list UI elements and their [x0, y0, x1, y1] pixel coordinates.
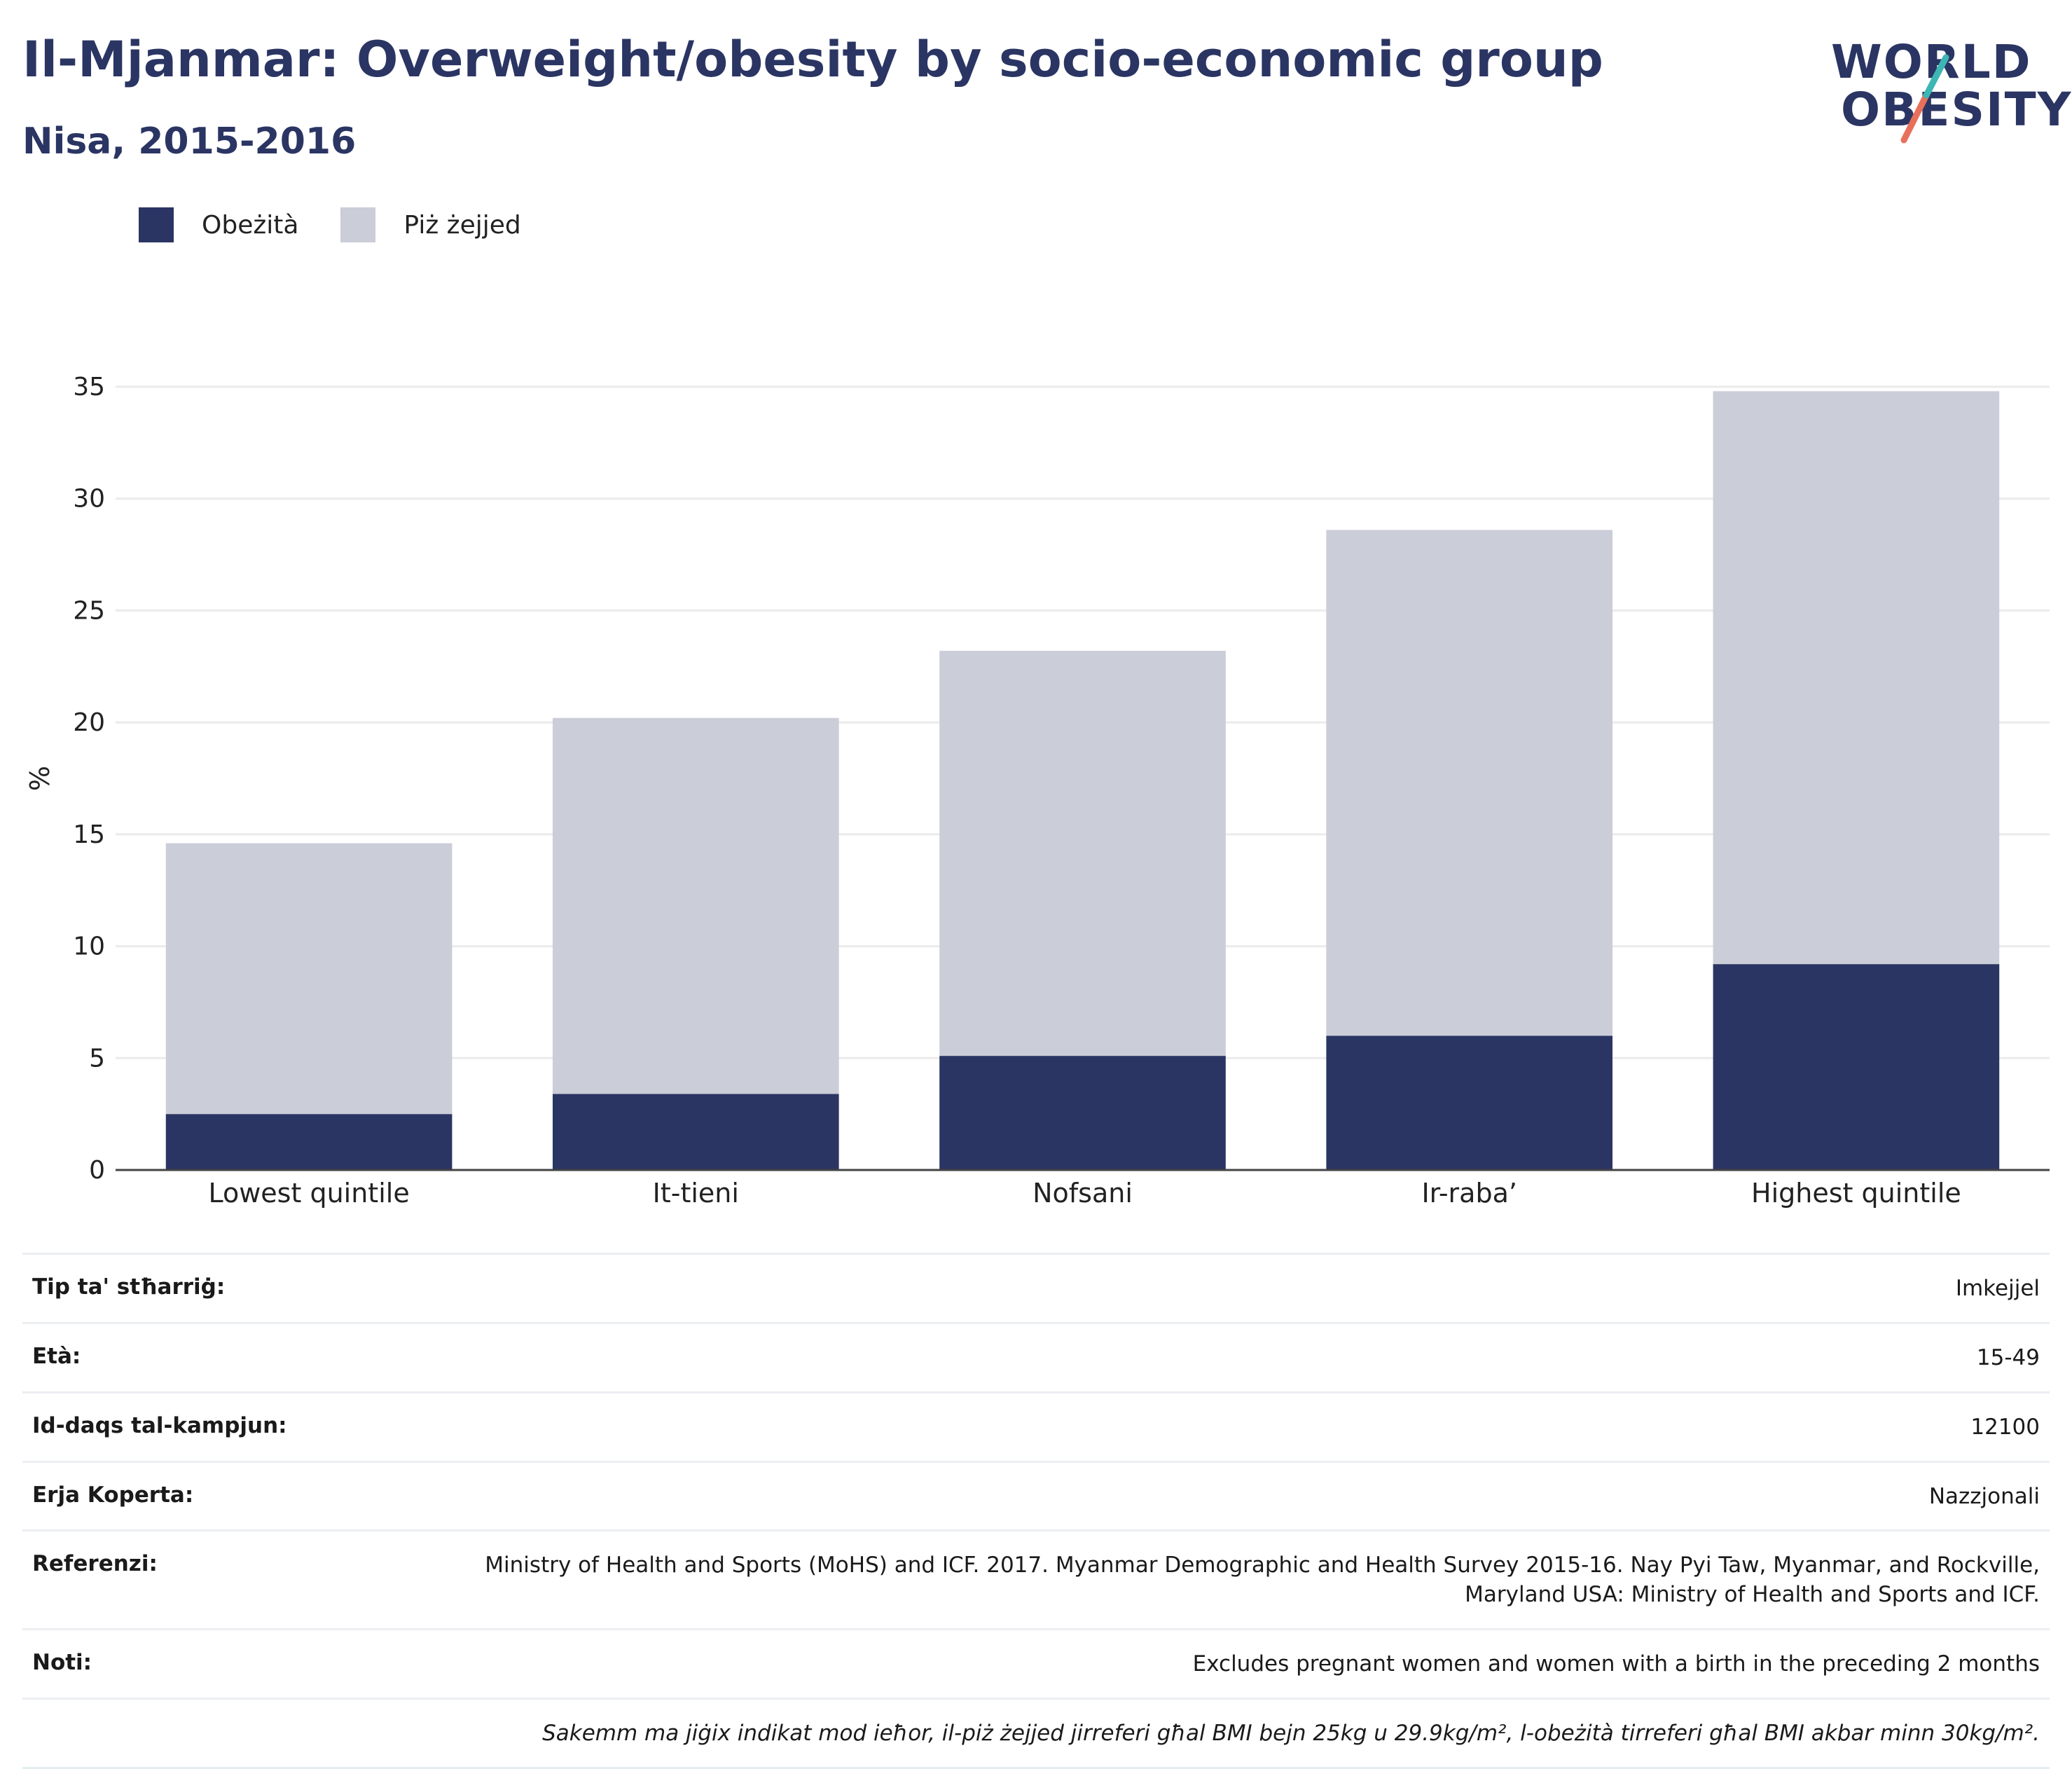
legend-item-obesity: Obeżità: [139, 207, 298, 242]
info-key: Noti:: [32, 1650, 92, 1676]
info-value: Ministry of Health and Sports (MoHS) and…: [485, 1553, 2040, 1608]
x-tick-label: Highest quintile: [1751, 1178, 1961, 1209]
x-tick-label: Lowest quintile: [208, 1178, 409, 1209]
y-tick-label: 15: [73, 820, 105, 849]
x-tick-label: Nofsani: [1032, 1178, 1133, 1209]
y-tick-label: 30: [73, 485, 105, 514]
info-value: 12100: [1970, 1414, 2040, 1440]
logo-line-2: OBESITY: [1841, 83, 2072, 137]
legend-label-obesity: Obeżità: [202, 210, 299, 240]
y-tick-label: 25: [73, 596, 105, 625]
info-table: Tip ta' stħarriġ: Imkejjel Età: 15-49 Id…: [22, 1253, 2050, 1769]
legend-label-overweight: Piż żejjed: [403, 210, 521, 240]
bar-segment-overweight: [1713, 391, 2000, 965]
legend-swatch-overweight: [340, 207, 376, 242]
info-value: 15-49: [1976, 1344, 2040, 1370]
bar-segment-overweight: [939, 650, 1226, 1056]
chart-legend: Obeżità Piż żejjed: [139, 207, 563, 242]
info-row-sample-size: Id-daqs tal-kampjun: 12100: [22, 1391, 2050, 1461]
bar-segment-overweight: [165, 843, 453, 1115]
info-row-area-covered: Erja Koperta: Nazzjonali: [22, 1460, 2050, 1530]
x-tick-label: It-tieni: [653, 1178, 739, 1209]
bar-segment-obesity: [939, 1056, 1226, 1170]
legend-item-overweight: Piż żejjed: [340, 207, 521, 242]
y-tick-label: 5: [89, 1044, 105, 1073]
bar-segment-obesity: [165, 1114, 453, 1170]
y-tick-label: 10: [73, 932, 105, 961]
info-key: Età:: [32, 1343, 81, 1369]
info-key: Tip ta' stħarriġ:: [32, 1274, 226, 1300]
chart-subtitle: Nisa, 2015-2016: [22, 121, 357, 163]
info-row-survey-type: Tip ta' stħarriġ: Imkejjel: [22, 1253, 2050, 1322]
info-key: Id-daqs tal-kampjun:: [32, 1412, 287, 1438]
bar-segment-overweight: [1326, 530, 1613, 1036]
y-tick-label: 20: [73, 708, 105, 737]
logo-line-1: WORLD: [1831, 35, 2032, 89]
info-value: Excludes pregnant women and women with a…: [1192, 1651, 2040, 1677]
info-row-footnote: Sakemm ma jiġix indikat mod ieħor, il-pi…: [22, 1697, 2050, 1769]
x-tick-label: Ir-raba’: [1421, 1178, 1517, 1209]
info-value: Imkejjel: [1955, 1276, 2040, 1301]
world-obesity-logo: WORLD OBESITY: [1821, 35, 2071, 147]
footnote-text: Sakemm ma jiġix indikat mod ieħor, il-pi…: [542, 1720, 2040, 1746]
legend-swatch-obesity: [139, 207, 174, 242]
info-row-notes: Noti: Excludes pregnant women and women …: [22, 1628, 2050, 1698]
y-tick-label: 0: [89, 1156, 105, 1185]
bar-segment-overweight: [552, 717, 839, 1094]
bar-segment-obesity: [1326, 1035, 1613, 1170]
info-row-references: Referenzi: Ministry of Health and Sports…: [22, 1529, 2050, 1628]
y-tick-label: 35: [73, 373, 105, 401]
logo-slash-icon: [1900, 54, 1949, 144]
stacked-bar-chart: 0 5 10 15 20 25 30 35% Lowest quintile It-tieni No…: [25, 373, 2050, 1209]
bar-segment-obesity: [1713, 964, 2000, 1170]
info-key: Erja Koperta:: [32, 1482, 194, 1508]
info-row-age: Età: 15-49: [22, 1321, 2050, 1391]
chart-title: Il-Mjanmar: Overweight/obesity by socio-…: [22, 31, 1603, 88]
info-key: Referenzi:: [32, 1551, 158, 1577]
info-value: Nazzjonali: [1928, 1483, 2040, 1509]
y-axis-label: %: [25, 766, 55, 791]
bar-segment-obesity: [552, 1094, 839, 1170]
